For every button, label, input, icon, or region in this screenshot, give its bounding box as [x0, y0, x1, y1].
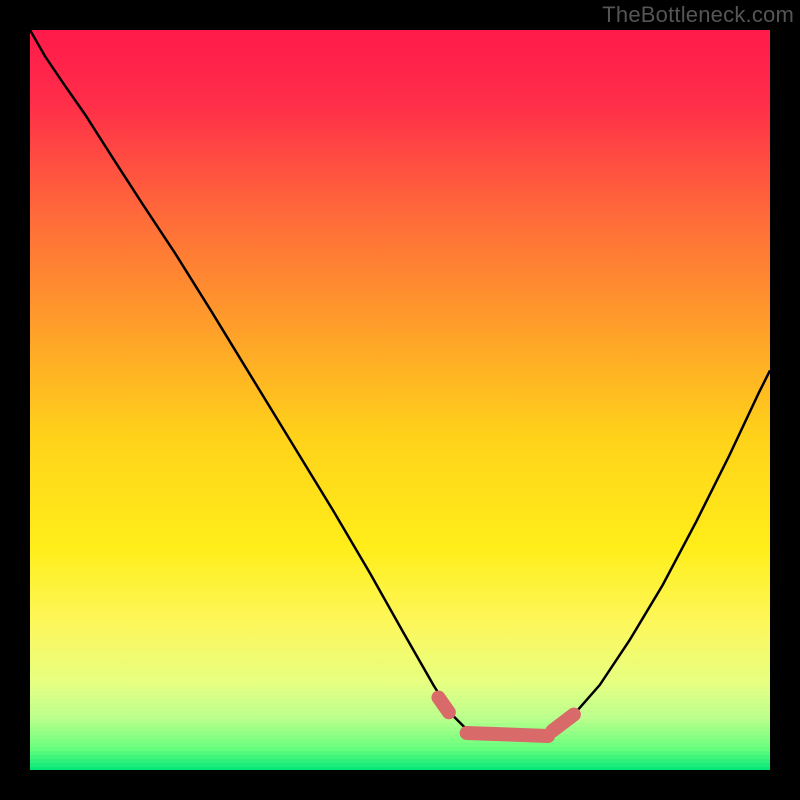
chart-container: TheBottleneck.com — [0, 0, 800, 800]
bottleneck-v-curve-chart — [0, 0, 800, 800]
gradient-background — [30, 30, 770, 770]
watermark-text: TheBottleneck.com — [602, 2, 794, 28]
